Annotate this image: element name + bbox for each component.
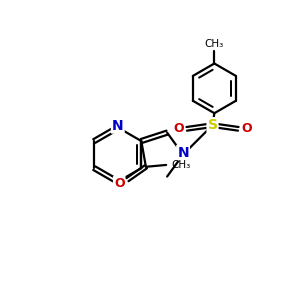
Text: CH₃: CH₃ — [172, 160, 191, 170]
Text: O: O — [241, 122, 252, 135]
Text: O: O — [114, 177, 124, 190]
Text: N: N — [177, 146, 189, 160]
Text: CH₃: CH₃ — [205, 39, 224, 49]
Text: S: S — [208, 118, 218, 132]
Text: N: N — [112, 118, 124, 133]
Text: O: O — [173, 122, 184, 135]
